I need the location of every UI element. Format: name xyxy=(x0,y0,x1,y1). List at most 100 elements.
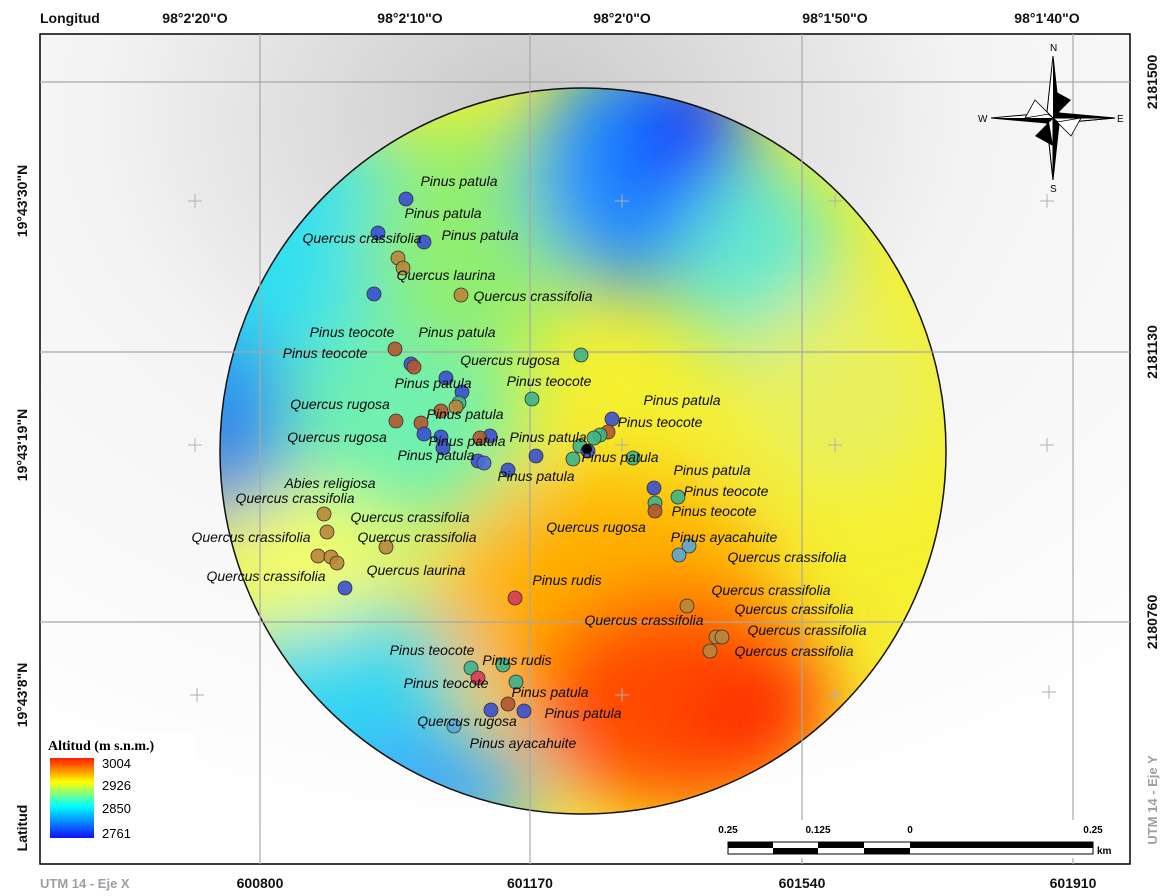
legend: Altitud (m s.n.m.) 3004 2926 2850 2761 xyxy=(43,733,195,843)
species-label: Quercus laurina xyxy=(367,562,466,578)
legend-value: 2926 xyxy=(102,778,131,793)
species-label: Pinus patula xyxy=(643,392,720,408)
species-label: Pinus teocote xyxy=(684,483,769,499)
species-label: Pinus rudis xyxy=(532,572,601,588)
legend-title: Altitud (m s.n.m.) xyxy=(48,739,155,754)
species-label: Pinus teocote xyxy=(672,503,757,519)
species-label: Pinus patula xyxy=(404,205,481,221)
scale-label: 0 xyxy=(907,825,913,836)
utm-y-tick: 2181500 xyxy=(1144,55,1160,110)
compass-s-label: S xyxy=(1050,184,1057,195)
sample-point-pinus-teocote xyxy=(574,348,588,362)
species-label: Abies religiosa xyxy=(283,475,375,491)
sample-point-pinus-patula xyxy=(367,287,381,301)
species-label: Quercus rugosa xyxy=(460,352,560,368)
sample-point-quercus-crassifolia xyxy=(715,630,729,644)
sample-point-pinus-patula xyxy=(647,481,661,495)
species-label: Pinus patula xyxy=(426,406,503,422)
lat-tick: 19°43'30"N xyxy=(14,165,30,237)
sample-point-abies-religiosa xyxy=(477,456,491,470)
legend-value: 2761 xyxy=(102,826,131,841)
species-label: Quercus rugosa xyxy=(287,429,387,445)
sample-point-pinus-patula xyxy=(529,449,543,463)
sample-point-pinus-patula xyxy=(399,192,413,206)
species-label: Pinus ayacahuite xyxy=(671,529,778,545)
latitude-ticks: 19°43'30"N 19°43'19"N 19°43'8"N xyxy=(14,165,30,728)
scale-bar: 0.25 0.125 0 0.25 km xyxy=(711,820,1112,858)
species-label: Quercus crassifolia xyxy=(357,529,476,545)
sample-point-quercus-crassifolia xyxy=(320,525,334,539)
lon-tick: 98°1'40"O xyxy=(1014,10,1079,26)
utm-x-tick: 600800 xyxy=(237,875,284,891)
legend-value: 2850 xyxy=(102,801,131,816)
species-label: Pinus patula xyxy=(511,684,588,700)
species-label: Quercus crassifolia xyxy=(302,230,421,246)
species-label: Quercus crassifolia xyxy=(191,529,310,545)
utm-x-tick: 601170 xyxy=(507,875,553,891)
species-label: Pinus teocote xyxy=(390,642,475,658)
species-label: Quercus crassifolia xyxy=(206,568,325,584)
species-label: Pinus teocote xyxy=(310,324,395,340)
species-label: Quercus crassifolia xyxy=(734,643,853,659)
species-label: Pinus patula xyxy=(581,449,658,465)
species-label: Pinus teocote xyxy=(283,345,368,361)
sample-point-pinus-teocote xyxy=(525,392,539,406)
sample-point-quercus-crassifolia xyxy=(703,644,717,658)
compass-w-label: W xyxy=(978,114,988,125)
compass-n-label: N xyxy=(1050,43,1057,54)
compass-e-label: E xyxy=(1117,114,1124,125)
sample-point-quercus-rugosa xyxy=(407,360,421,374)
sample-point-quercus-rugosa xyxy=(388,342,402,356)
sample-point-quercus-crassifolia xyxy=(330,556,344,570)
scale-label: 0.125 xyxy=(805,825,830,836)
species-label: Quercus crassifolia xyxy=(350,509,469,525)
species-label: Quercus laurina xyxy=(397,267,496,283)
species-label: Pinus patula xyxy=(397,447,474,463)
scale-label: 0.25 xyxy=(718,825,738,836)
species-label: Pinus patula xyxy=(673,462,750,478)
longitude-axis-title: Longitud xyxy=(40,10,100,26)
sample-point-quercus-crassifolia xyxy=(680,599,694,613)
lon-tick: 98°2'20"O xyxy=(162,10,227,26)
species-label: Quercus rugosa xyxy=(290,396,390,412)
sample-point-pinus-patula xyxy=(517,704,531,718)
sample-point-pinus-ayacahuite xyxy=(672,548,686,562)
species-label: Pinus ayacahuite xyxy=(470,735,577,751)
species-label: Quercus crassifolia xyxy=(747,622,866,638)
utm-x-ticks: 600800 601170 601540 601910 xyxy=(237,875,1097,891)
species-label: Quercus crassifolia xyxy=(235,490,354,506)
species-label: Pinus patula xyxy=(441,227,518,243)
species-label: Pinus patula xyxy=(509,429,586,445)
sample-point-pinus-patula xyxy=(338,581,352,595)
species-label: Pinus patula xyxy=(420,173,497,189)
longitude-ticks: 98°2'20"O 98°2'10"O 98°2'0"O 98°1'50"O 9… xyxy=(162,10,1079,26)
species-label: Quercus crassifolia xyxy=(734,601,853,617)
species-label: Pinus patula xyxy=(418,324,495,340)
utm-y-axis-title: UTM 14 - Eje Y xyxy=(1145,755,1160,845)
species-label: Quercus rugosa xyxy=(417,713,517,729)
species-label: Pinus teocote xyxy=(618,414,703,430)
sample-point-quercus-crassifolia xyxy=(311,549,325,563)
sample-point-quercus-rugosa xyxy=(389,414,403,428)
sample-point-quercus-crassifolia xyxy=(317,507,331,521)
utm-x-tick: 601910 xyxy=(1050,875,1097,891)
scale-unit: km xyxy=(1097,846,1112,857)
species-label: Pinus patula xyxy=(497,468,574,484)
sample-point-pinus-teocote xyxy=(587,431,601,445)
lon-tick: 98°2'0"O xyxy=(593,10,651,26)
utm-y-tick: 2180760 xyxy=(1144,595,1160,650)
utm-x-tick: 601540 xyxy=(779,875,826,891)
utm-y-ticks: 2181500 2181130 2180760 xyxy=(1144,55,1160,650)
scale-label: 0.25 xyxy=(1083,825,1103,836)
species-label: Pinus rudis xyxy=(482,652,551,668)
species-label: Quercus rugosa xyxy=(546,519,646,535)
lat-tick: 19°43'8"N xyxy=(14,663,30,728)
species-label: Pinus patula xyxy=(394,375,471,391)
sample-point-quercus-crassifolia xyxy=(454,288,468,302)
lon-tick: 98°1'50"O xyxy=(802,10,867,26)
sample-point-pinus-rudis xyxy=(508,591,522,605)
species-label: Pinus teocote xyxy=(507,373,592,389)
latitude-axis-title: Latitud xyxy=(14,805,30,852)
species-label: Quercus crassifolia xyxy=(727,549,846,565)
species-label: Pinus patula xyxy=(544,705,621,721)
